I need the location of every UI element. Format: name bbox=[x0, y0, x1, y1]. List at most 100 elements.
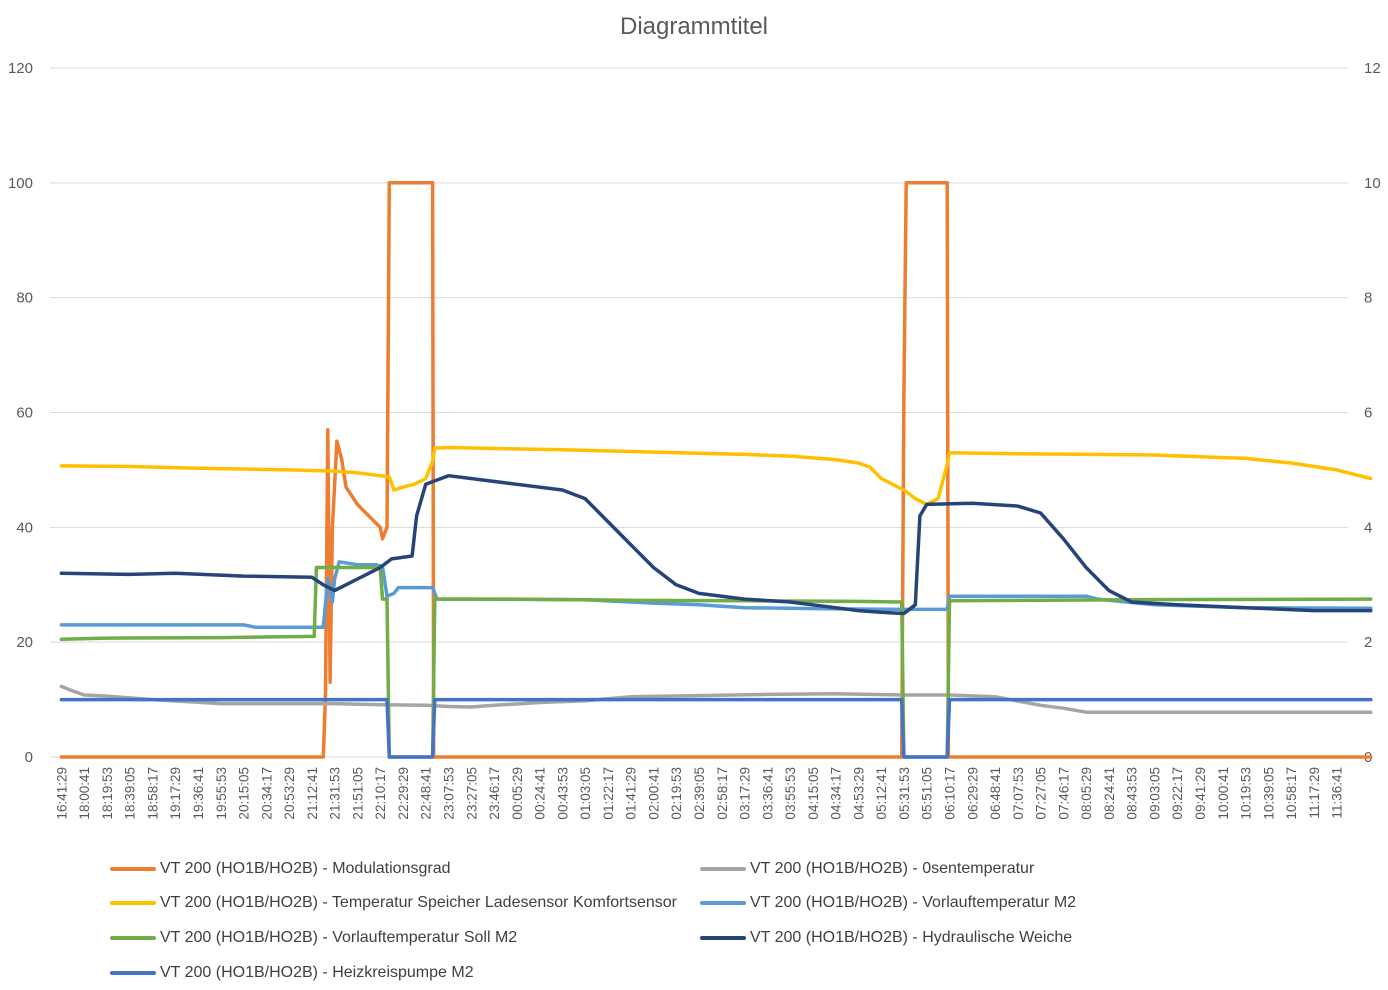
x-tick-label: 23:46:17 bbox=[487, 767, 502, 820]
legend-swatch bbox=[110, 936, 156, 940]
x-axis: 16:41:29 18:00:41 18:19:53 18:39:05 18:58:17… bbox=[54, 767, 1344, 820]
legend-label: VT 200 (HO1B/HO2B) - Modulationsgrad bbox=[160, 860, 451, 877]
series-line-6 bbox=[59, 473, 1373, 616]
x-tick-label: 20:34:17 bbox=[259, 767, 274, 820]
y-left-tick-label: 100 bbox=[8, 175, 33, 192]
y-left-tick-label: 0 bbox=[25, 749, 33, 766]
legend-item: VT 200 (HO1B/HO2B) - 0sentemperatur bbox=[700, 852, 1034, 886]
x-tick-label: 22:29:29 bbox=[396, 767, 411, 820]
legend-item: VT 200 (HO1B/HO2B) - Hydraulische Weiche bbox=[700, 921, 1072, 955]
x-tick-label: 21:51:05 bbox=[350, 767, 365, 820]
legend-label: VT 200 (HO1B/HO2B) - Heizkreispumpe M2 bbox=[160, 964, 474, 981]
x-tick-label: 09:41:29 bbox=[1193, 767, 1208, 820]
x-tick-label: 10:19:53 bbox=[1239, 767, 1254, 820]
series-line-4 bbox=[59, 560, 1373, 629]
y-right-tick-label: 2 bbox=[1364, 634, 1372, 651]
x-tick-label: 21:31:53 bbox=[328, 767, 343, 820]
x-tick-label: 07:07:53 bbox=[1011, 767, 1026, 820]
legend-label: VT 200 (HO1B/HO2B) - Temperatur Speicher… bbox=[160, 894, 677, 911]
x-tick-label: 04:15:05 bbox=[806, 767, 821, 820]
legend: VT 200 (HO1B/HO2B) - Modulationsgrad VT 2… bbox=[0, 852, 1388, 989]
x-tick-label: 00:05:29 bbox=[510, 767, 525, 820]
x-tick-label: 23:07:53 bbox=[442, 767, 457, 820]
legend-label: VT 200 (HO1B/HO2B) - Vorlauftemperatur S… bbox=[160, 929, 518, 946]
x-tick-label: 18:19:53 bbox=[100, 767, 115, 820]
series-line-3 bbox=[59, 445, 1373, 507]
x-tick-label: 20:15:05 bbox=[237, 767, 252, 820]
legend-item: VT 200 (HO1B/HO2B) - Vorlauftemperatur M… bbox=[700, 886, 1076, 920]
series-line-1 bbox=[59, 181, 1373, 759]
legend-swatch bbox=[700, 936, 746, 940]
x-tick-label: 05:12:41 bbox=[874, 767, 889, 820]
y-right-tick-label: 12 bbox=[1364, 60, 1381, 77]
x-tick-label: 05:31:53 bbox=[897, 767, 912, 820]
chart-title: Diagrammtitel bbox=[620, 13, 768, 40]
x-tick-label: 21:12:41 bbox=[305, 767, 320, 820]
legend-label: VT 200 (HO1B/HO2B) - 0sentemperatur bbox=[750, 860, 1035, 877]
y-left-tick-label: 20 bbox=[16, 634, 33, 651]
x-tick-label: 01:03:05 bbox=[578, 767, 593, 820]
legend-label: VT 200 (HO1B/HO2B) - Hydraulische Weiche bbox=[750, 929, 1073, 946]
legend-item: VT 200 (HO1B/HO2B) - Heizkreispumpe M2 bbox=[110, 956, 474, 990]
x-tick-label: 19:55:53 bbox=[214, 767, 229, 820]
x-tick-label: 09:22:17 bbox=[1170, 767, 1185, 820]
x-tick-label: 09:03:05 bbox=[1147, 767, 1162, 820]
legend-swatch bbox=[700, 901, 746, 905]
x-tick-label: 16:41:29 bbox=[54, 767, 69, 820]
x-tick-label: 03:17:29 bbox=[738, 767, 753, 820]
y-right-tick-label: 4 bbox=[1364, 519, 1372, 536]
legend-item: VT 200 (HO1B/HO2B) - Temperatur Speicher… bbox=[110, 886, 677, 920]
x-tick-label: 07:27:05 bbox=[1034, 767, 1049, 820]
x-tick-label: 01:41:29 bbox=[624, 767, 639, 820]
y-axis-left: 0 20 40 60 80 100 120 bbox=[8, 60, 33, 766]
y-left-tick-label: 40 bbox=[16, 519, 33, 536]
y-left-tick-label: 60 bbox=[16, 405, 33, 422]
x-tick-label: 08:43:53 bbox=[1125, 767, 1140, 820]
x-tick-label: 07:46:17 bbox=[1056, 767, 1071, 820]
x-tick-label: 06:48:41 bbox=[988, 767, 1003, 820]
x-tick-label: 20:53:29 bbox=[282, 767, 297, 820]
y-left-tick-label: 80 bbox=[16, 290, 33, 307]
legend-swatch bbox=[700, 867, 746, 871]
series-lines bbox=[59, 181, 1373, 759]
x-tick-label: 05:51:05 bbox=[920, 767, 935, 820]
x-tick-label: 02:58:17 bbox=[715, 767, 730, 820]
legend-item: VT 200 (HO1B/HO2B) - Vorlauftemperatur S… bbox=[110, 921, 517, 955]
x-tick-label: 10:00:41 bbox=[1216, 767, 1231, 820]
x-tick-label: 01:22:17 bbox=[601, 767, 616, 820]
legend-label: VT 200 (HO1B/HO2B) - Vorlauftemperatur M… bbox=[750, 894, 1077, 911]
x-tick-label: 02:19:53 bbox=[669, 767, 684, 820]
legend-item: VT 200 (HO1B/HO2B) - Modulationsgrad bbox=[110, 852, 451, 886]
x-tick-label: 18:58:17 bbox=[145, 767, 160, 820]
x-tick-label: 18:00:41 bbox=[77, 767, 92, 820]
x-tick-label: 08:24:41 bbox=[1102, 767, 1117, 820]
x-tick-label: 06:29:29 bbox=[965, 767, 980, 820]
legend-swatch bbox=[110, 901, 156, 905]
x-tick-label: 04:34:17 bbox=[829, 767, 844, 820]
x-tick-label: 02:39:05 bbox=[692, 767, 707, 820]
series-line-7 bbox=[59, 697, 1373, 759]
y-right-tick-label: 10 bbox=[1364, 175, 1381, 192]
x-tick-label: 18:39:05 bbox=[123, 767, 138, 820]
x-tick-label: 03:55:53 bbox=[783, 767, 798, 820]
x-tick-label: 19:36:41 bbox=[191, 767, 206, 820]
x-tick-label: 22:48:41 bbox=[419, 767, 434, 820]
x-tick-label: 00:24:41 bbox=[533, 767, 548, 820]
series-line-5 bbox=[59, 565, 1373, 759]
x-tick-label: 03:36:41 bbox=[760, 767, 775, 820]
y-right-tick-label: 6 bbox=[1364, 405, 1372, 422]
x-tick-label: 04:53:29 bbox=[851, 767, 866, 820]
legend-swatch bbox=[110, 971, 156, 975]
x-tick-label: 06:10:17 bbox=[942, 767, 957, 820]
x-tick-label: 10:58:17 bbox=[1284, 767, 1299, 820]
x-tick-label: 22:10:17 bbox=[373, 767, 388, 820]
y-left-tick-label: 120 bbox=[8, 60, 33, 77]
x-tick-label: 11:36:41 bbox=[1330, 767, 1345, 819]
x-tick-label: 19:17:29 bbox=[168, 767, 183, 820]
x-tick-label: 00:43:53 bbox=[555, 767, 570, 820]
gridlines bbox=[50, 67, 1348, 758]
x-tick-label: 08:05:29 bbox=[1079, 767, 1094, 820]
x-tick-label: 23:27:05 bbox=[464, 767, 479, 820]
